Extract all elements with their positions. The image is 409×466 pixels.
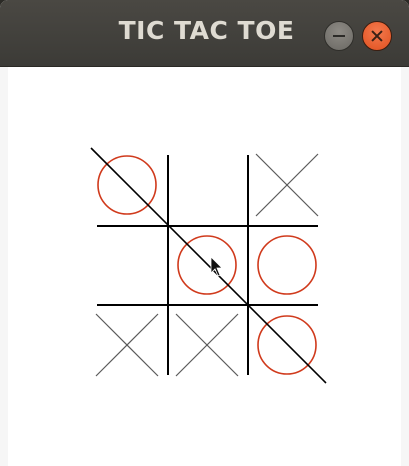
o-mark [97, 155, 157, 215]
window-border-left [0, 67, 8, 466]
game-canvas[interactable] [8, 67, 401, 466]
minimize-icon[interactable] [324, 21, 354, 51]
empty-cell[interactable] [169, 147, 245, 223]
window-border-right [401, 67, 409, 466]
x-mark [95, 313, 159, 377]
close-icon[interactable] [362, 21, 392, 51]
win-line [90, 147, 327, 384]
title-bar[interactable]: TIC TAC TOE [0, 0, 409, 67]
window-title: TIC TAC TOE [118, 16, 295, 45]
x-mark [255, 153, 319, 217]
o-mark [257, 235, 317, 295]
mouse-pointer-icon [210, 256, 223, 277]
o-mark [257, 315, 317, 375]
o-mark [177, 235, 237, 295]
empty-cell[interactable] [89, 227, 165, 303]
x-mark [175, 313, 239, 377]
